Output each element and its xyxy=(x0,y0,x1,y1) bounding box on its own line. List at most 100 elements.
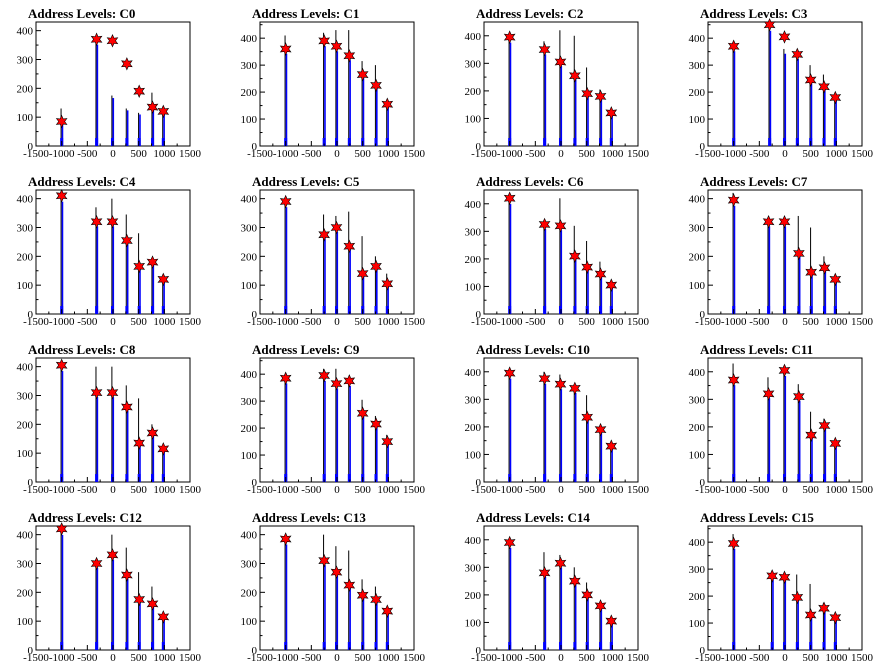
x-tick-label: -1500 xyxy=(23,316,49,328)
x-tick-label: 1000 xyxy=(153,148,176,160)
histogram-bar-base xyxy=(599,474,603,482)
peak-marker xyxy=(581,86,594,101)
peak-marker xyxy=(157,610,170,624)
x-tick-label: 500 xyxy=(578,652,595,664)
x-tick-label: 500 xyxy=(130,484,147,496)
x-tick-label: 1000 xyxy=(601,316,624,328)
peak-marker xyxy=(581,410,594,424)
panel-title: Address Levels: C10 xyxy=(476,342,590,357)
histogram-bar-base xyxy=(833,642,837,650)
histogram-plot: 0 100 200 300 400 -1500 -1000 -500 0 500 1000 1500 xyxy=(17,189,202,328)
peak-marker xyxy=(778,214,791,229)
y-tick-label: 300 xyxy=(689,222,706,234)
x-tick-label: 1000 xyxy=(601,652,624,664)
peak-marker xyxy=(829,436,842,451)
histogram-bar-base xyxy=(585,306,589,314)
histogram-plot: 0 100 200 300 400 -1500 -1000 -500 0 500 1000 1500 xyxy=(17,357,202,496)
histogram-bar-base xyxy=(795,642,799,650)
x-tick-label: 1000 xyxy=(825,148,848,160)
x-tick-label: 1500 xyxy=(179,316,202,328)
histogram-bar-base xyxy=(95,474,99,482)
histogram-bar-base xyxy=(543,474,547,482)
panel-title: Address Levels: C15 xyxy=(700,510,814,525)
histogram-bar-base xyxy=(374,474,378,482)
y-tick-label: 0 xyxy=(476,477,482,489)
panel-title: Address Levels: C3 xyxy=(700,6,808,21)
y-tick-label: 100 xyxy=(465,449,482,461)
x-tick-label: -500 xyxy=(749,148,770,160)
histogram-bar-base xyxy=(573,306,577,314)
y-tick-label: 100 xyxy=(465,281,482,293)
peak-marker xyxy=(157,104,170,119)
x-tick-label: 1000 xyxy=(377,652,400,664)
y-tick-label: 200 xyxy=(17,419,34,431)
peak-marker xyxy=(318,553,331,568)
x-tick-label: -1000 xyxy=(273,652,299,664)
y-tick-label: 0 xyxy=(28,477,34,489)
histogram-plot: 0 100 200 300 400 -1500 -1000 -500 0 500 1000 1500 xyxy=(241,21,426,160)
peak-marker xyxy=(157,442,170,456)
x-tick-label: 1000 xyxy=(153,316,176,328)
histogram-bar-base xyxy=(385,642,389,650)
peak-marker xyxy=(605,439,618,453)
y-tick-label: 300 xyxy=(465,394,482,406)
y-tick-label: 200 xyxy=(241,251,258,263)
histogram-bar-base xyxy=(543,642,547,650)
peak-marker xyxy=(90,214,103,229)
peak-marker xyxy=(727,193,740,207)
y-tick-label: 400 xyxy=(17,194,34,206)
y-tick-label: 0 xyxy=(700,477,706,489)
x-tick-label: -1500 xyxy=(23,652,49,664)
x-tick-label: -1000 xyxy=(497,316,523,328)
x-tick-label: 0 xyxy=(110,484,116,496)
y-tick-label: 0 xyxy=(28,141,34,153)
peak-marker xyxy=(805,428,818,442)
y-tick-label: 200 xyxy=(241,87,258,99)
x-tick-label: -1000 xyxy=(497,148,523,160)
x-tick-label: -1000 xyxy=(273,484,299,496)
peak-marker xyxy=(793,389,805,404)
peak-marker xyxy=(146,426,159,440)
histogram-bar-base xyxy=(95,138,99,146)
x-tick-label: 500 xyxy=(354,484,371,496)
panel-c7: Address Levels: C7 0 100 200 300 400 -1500 -100… xyxy=(672,168,896,336)
peak-marker xyxy=(727,39,740,54)
peak-marker xyxy=(90,556,103,571)
panel-title: Address Levels: C4 xyxy=(28,174,136,189)
y-tick-label: 100 xyxy=(689,449,706,461)
peak-marker xyxy=(330,220,343,235)
peak-marker xyxy=(106,214,119,229)
y-tick-label: 0 xyxy=(252,645,258,657)
y-tick-label: 0 xyxy=(700,141,706,153)
x-tick-label: -1000 xyxy=(49,316,75,328)
panel-c4: Address Levels: C4 0 100 200 300 400 -1500 -100… xyxy=(0,168,224,336)
peak-marker xyxy=(818,601,830,615)
histogram-bar-base xyxy=(110,642,114,650)
histogram-plot: 0 100 200 300 400 -1500 -1000 -500 0 500 1000 1500 xyxy=(689,17,874,160)
peak-marker xyxy=(133,259,146,274)
y-tick-label: 200 xyxy=(241,587,258,599)
x-tick-label: -1500 xyxy=(23,148,49,160)
peak-marker xyxy=(805,265,818,279)
panel-title: Address Levels: C8 xyxy=(28,342,136,357)
peak-marker xyxy=(318,368,331,383)
y-tick-label: 0 xyxy=(28,309,34,321)
histogram-plot: 0 100 200 300 400 -1500 -1000 -500 0 500 1000 1500 xyxy=(465,357,650,496)
x-tick-label: -1000 xyxy=(49,148,75,160)
x-tick-label: 1500 xyxy=(627,484,650,496)
peak-marker xyxy=(381,276,394,291)
panel-title: Address Levels: C5 xyxy=(252,174,360,189)
x-tick-label: -1000 xyxy=(497,652,523,664)
histogram-bar-base xyxy=(609,474,613,482)
x-tick-label: 0 xyxy=(558,148,564,160)
histogram-bar-base xyxy=(782,642,786,650)
peak-marker xyxy=(356,406,369,421)
x-tick-label: -1000 xyxy=(721,652,747,664)
y-tick-label: 400 xyxy=(689,367,706,379)
x-tick-label: 0 xyxy=(334,316,340,328)
x-tick-label: -500 xyxy=(525,484,546,496)
x-tick-label: 1000 xyxy=(825,484,848,496)
peak-marker xyxy=(146,100,159,114)
y-tick-label: 100 xyxy=(689,280,706,292)
histogram-bar-base xyxy=(558,138,562,146)
